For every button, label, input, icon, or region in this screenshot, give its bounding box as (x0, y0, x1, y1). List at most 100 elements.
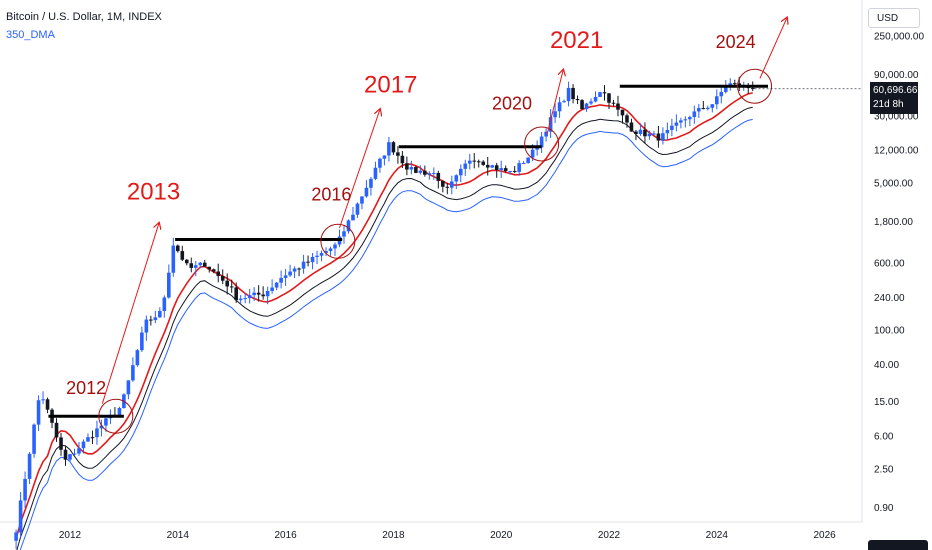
candle-up (557, 102, 562, 112)
candle-down (643, 129, 647, 137)
candle-up (41, 399, 45, 401)
candle-down (629, 122, 634, 132)
candle-up (131, 365, 135, 381)
candle-down (503, 168, 508, 172)
tradingview-logo[interactable] (868, 540, 928, 550)
last-price-label: 60,696.66 21d 8h (870, 82, 918, 114)
candle-up (86, 437, 90, 442)
annotation-arrow (101, 223, 159, 404)
y-tick-label: 600.00 (874, 258, 905, 269)
candle-up (68, 454, 72, 460)
candle-down (90, 437, 95, 439)
candle-up (158, 311, 162, 318)
candle-down (512, 171, 517, 173)
annotation-year-label: 2016 (311, 185, 351, 205)
candle-down (63, 449, 68, 460)
candle-up (584, 103, 589, 110)
candle-down (616, 103, 620, 110)
candle-down (229, 286, 234, 288)
candle-up (364, 187, 369, 197)
currency-button[interactable]: USD (868, 8, 920, 28)
bar-countdown: 21d 8h (873, 99, 904, 110)
candle-down (481, 161, 486, 165)
last-price-value: 60,696.66 (873, 85, 918, 96)
candle-up (346, 220, 351, 232)
candle-down (54, 422, 59, 438)
candle-up (135, 350, 140, 366)
candle-up (517, 163, 521, 172)
candles (14, 76, 755, 550)
candle-down (297, 268, 301, 270)
y-tick-label: 250,000.00 (874, 32, 924, 43)
x-tick-label: 2026 (813, 530, 836, 541)
candle-up (593, 96, 598, 102)
indicator-legend[interactable]: 350_DMA (6, 29, 55, 41)
y-tick-label: 100.00 (874, 326, 905, 337)
candle-up (688, 117, 692, 120)
ma-lower-black (16, 106, 753, 550)
candle-down (189, 263, 194, 268)
ma-lower-blue (19, 118, 753, 550)
candle-up (539, 136, 544, 148)
candle-up (661, 133, 665, 141)
candle-down (580, 100, 584, 110)
candle-up (301, 261, 306, 269)
candle-up (81, 441, 86, 449)
candle-up (328, 248, 333, 252)
candle-up (238, 298, 243, 301)
candle-down (571, 87, 575, 100)
candle-up (319, 253, 324, 256)
y-tick-label: 1,800.00 (874, 217, 913, 228)
x-tick-label: 2022 (598, 530, 621, 541)
candle-up (665, 129, 670, 134)
candle-up (333, 244, 337, 249)
candle-down (701, 108, 706, 110)
candle-up (683, 119, 688, 121)
candle-down (211, 269, 216, 272)
candle-up (283, 275, 288, 278)
candle-down (405, 163, 409, 170)
candle-up (530, 149, 535, 158)
candle-up (324, 251, 328, 254)
candle-up (521, 163, 526, 165)
candle-up (697, 108, 701, 112)
y-tick-label: 12,000.00 (874, 146, 919, 157)
highlight-circle (320, 223, 356, 259)
candle-up (167, 272, 171, 298)
candle-up (342, 231, 346, 237)
annotation-year-label: 2013 (127, 178, 180, 205)
candle-down (396, 152, 400, 156)
candle-up (373, 167, 378, 179)
candle-up (140, 332, 144, 351)
ma-350-red (15, 92, 753, 539)
candle-down (472, 160, 477, 162)
y-tick-label: 90,000.00 (874, 70, 919, 81)
candle-up (652, 133, 656, 135)
annotation-year-label: 2024 (716, 32, 756, 52)
candle-down (149, 319, 153, 321)
candle-up (95, 428, 99, 438)
candle-up (292, 268, 297, 272)
x-tick-label: 2014 (167, 530, 190, 541)
candle-up (243, 298, 247, 300)
candle-up (548, 117, 553, 132)
candle-up (692, 111, 697, 118)
candle-down (184, 259, 189, 264)
y-tick-label: 0.90 (874, 503, 894, 514)
candle-down (732, 83, 737, 85)
candle-up (288, 271, 292, 276)
candle-up (310, 256, 315, 263)
candle-down (400, 155, 405, 164)
candle-up (351, 214, 355, 221)
candle-down (391, 142, 396, 153)
candle-down (485, 164, 490, 168)
candle-up (499, 168, 503, 170)
candle-up (710, 104, 715, 108)
annotation-arrow (546, 70, 563, 135)
candle-down (234, 287, 238, 301)
candle-down (176, 245, 180, 252)
candle-up (535, 147, 539, 150)
y-tick-label: 30,000.00 (874, 111, 919, 122)
candle-up (378, 158, 382, 168)
